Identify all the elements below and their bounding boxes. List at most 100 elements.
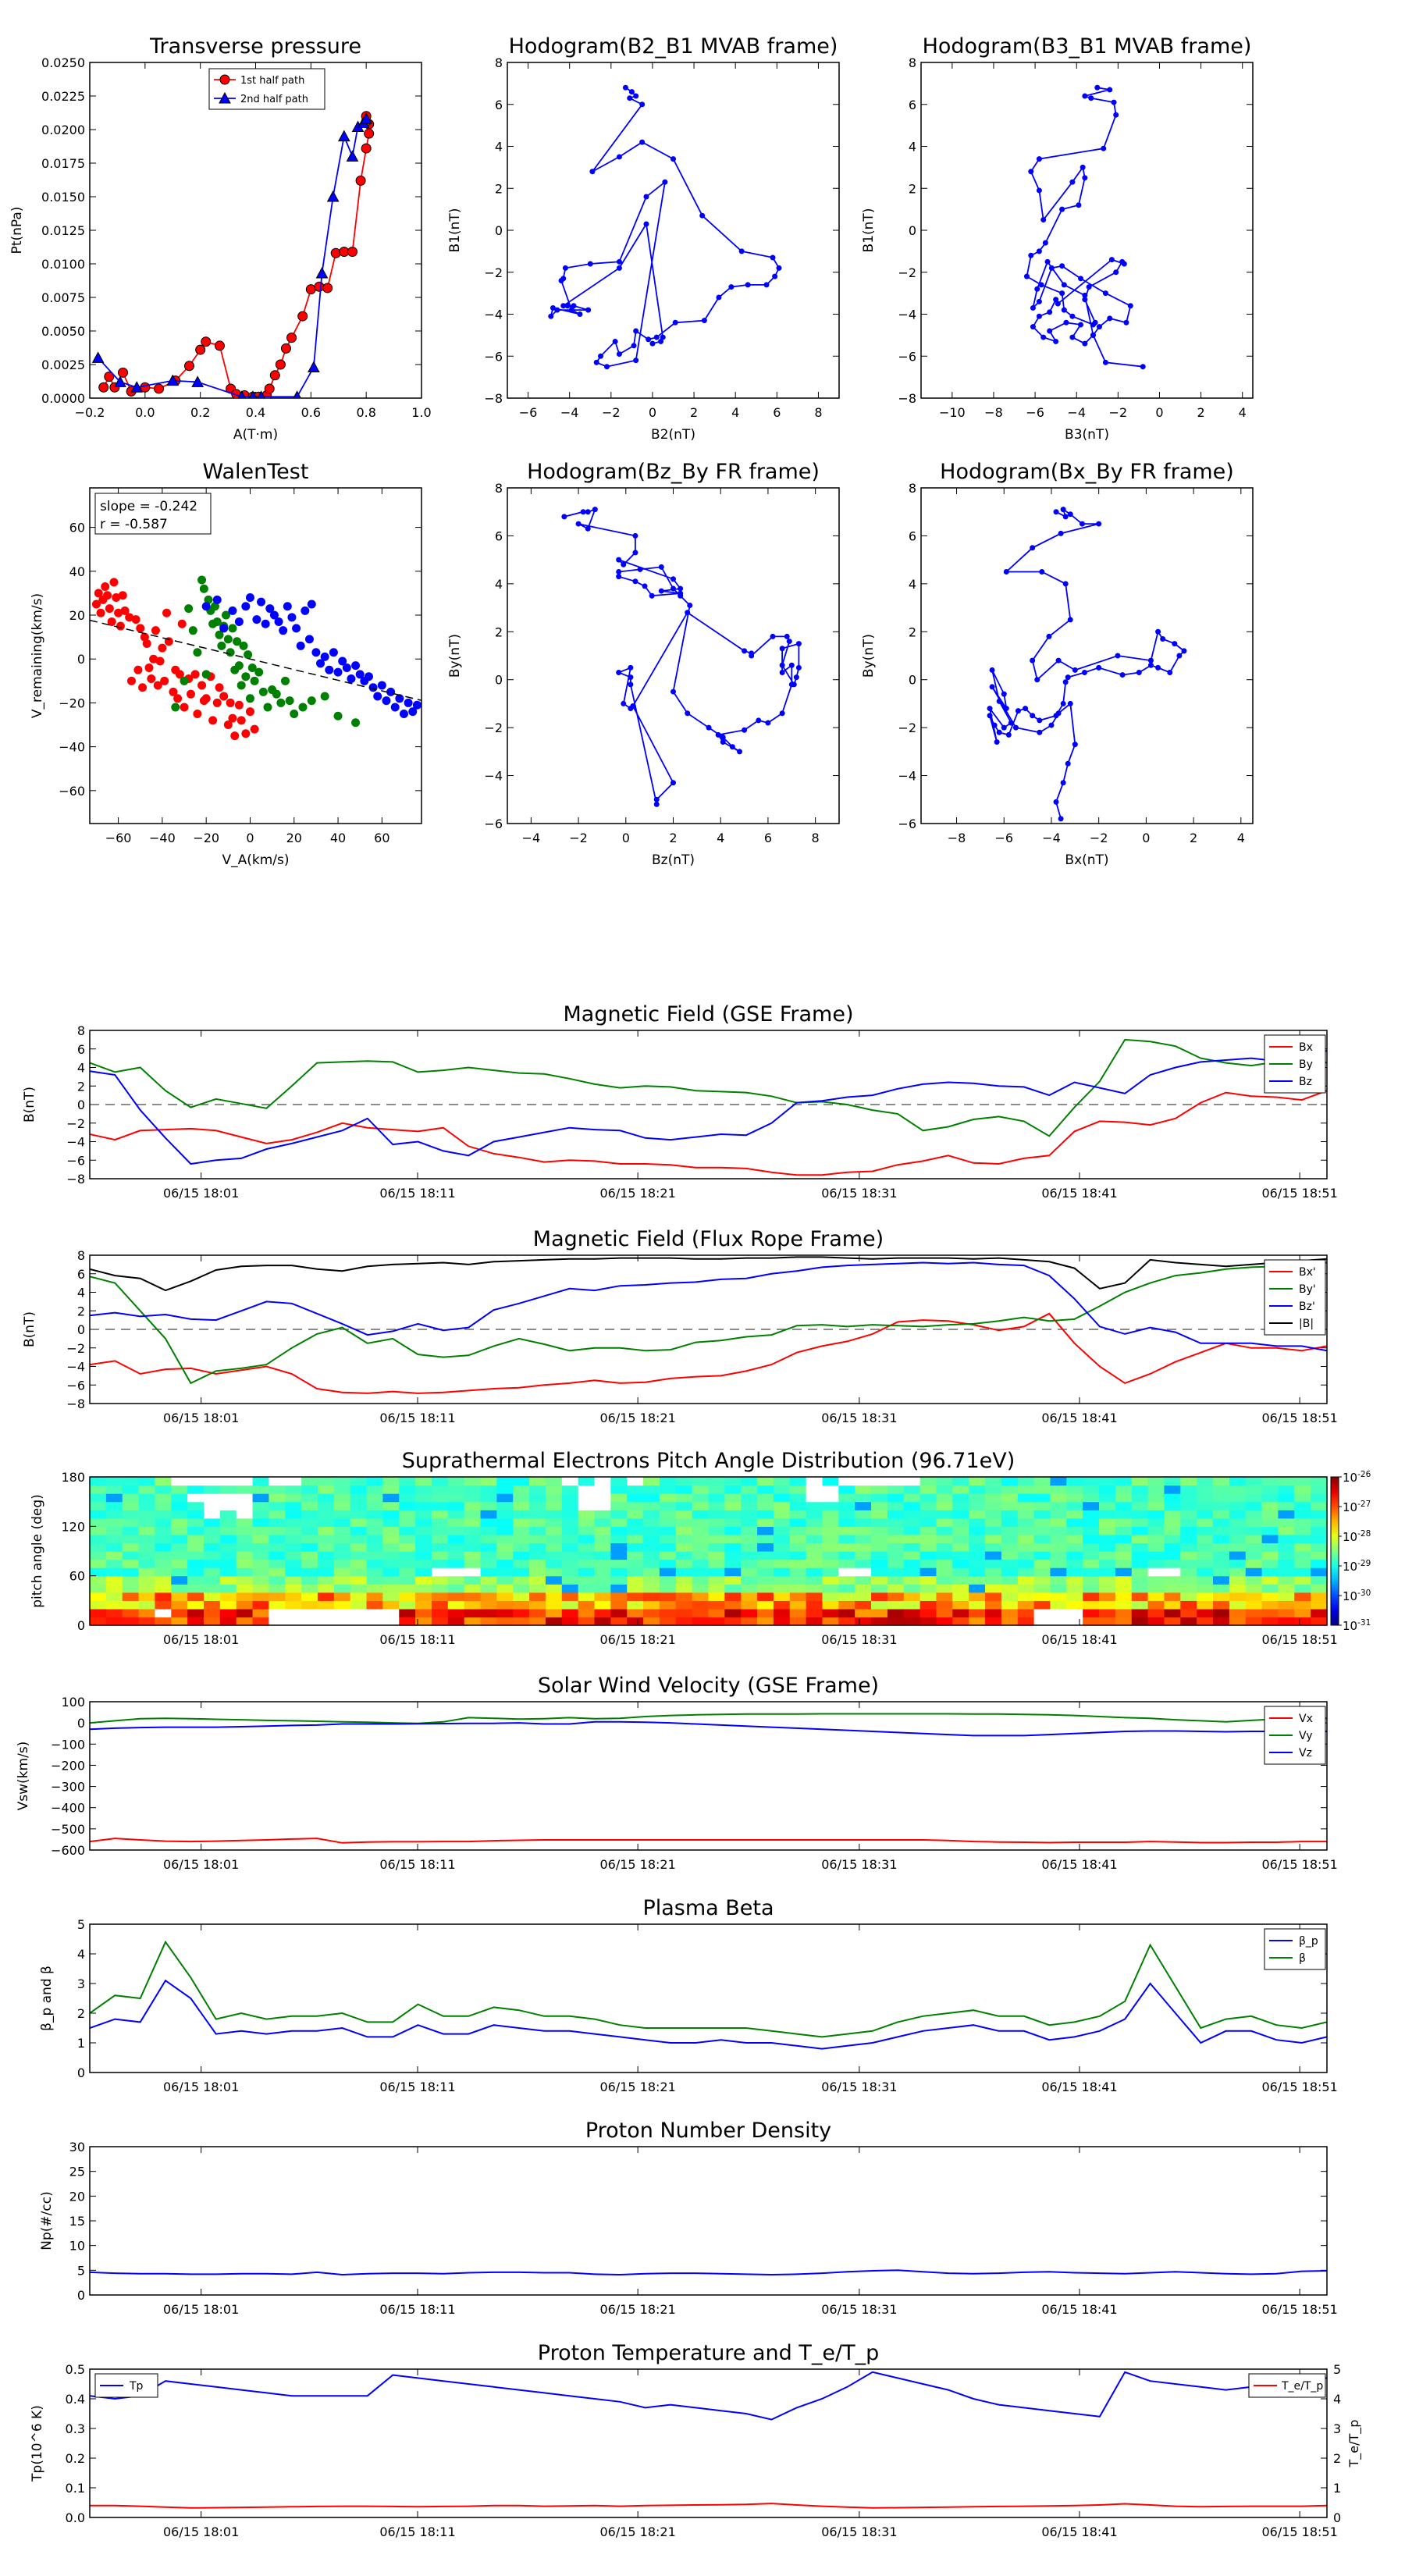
h1-xtick-label: 2 <box>690 405 698 420</box>
pad-cell <box>903 1551 921 1560</box>
pad-cell <box>806 1477 823 1486</box>
pad-cell <box>1197 1526 1214 1535</box>
pad-cell <box>219 1551 237 1560</box>
h2-point <box>1107 87 1113 93</box>
h3-xtick-label: 8 <box>812 831 820 845</box>
h4-point <box>989 684 995 690</box>
pad-xtick-label: 06/15 18:01 <box>163 1632 239 1647</box>
pad-cell <box>1001 1575 1019 1585</box>
pad-cell <box>122 1501 140 1510</box>
pad-cell <box>447 1559 465 1568</box>
pad-cell <box>675 1542 693 1552</box>
pad-cell <box>1017 1559 1035 1568</box>
walen-point <box>272 689 281 699</box>
pad-cell <box>333 1485 351 1494</box>
tpr-ytick-label: 0.2 <box>66 2451 85 2466</box>
fr-ytick-label: 2 <box>77 1304 85 1318</box>
tp-point <box>360 112 373 124</box>
pad-cell <box>1261 1477 1279 1486</box>
h3-ytick-label: 4 <box>495 577 503 592</box>
pad-cell <box>919 1592 937 1601</box>
mag-legend-label: Bx <box>1299 1041 1313 1054</box>
pad-cell <box>1066 1517 1083 1527</box>
walen-plot-area <box>90 575 422 741</box>
pad-cell <box>1294 1592 1311 1601</box>
pad-cell <box>285 1526 302 1535</box>
pad-cell <box>610 1493 628 1503</box>
pad-cell <box>252 1542 270 1552</box>
pad-cell <box>203 1477 221 1486</box>
pad-cell <box>1001 1517 1019 1527</box>
walen-ytick-label: 20 <box>69 608 85 623</box>
pad-cell <box>431 1584 449 1593</box>
pad-cell <box>1115 1517 1133 1527</box>
tp-point <box>293 390 301 398</box>
pad-cell <box>643 1477 660 1486</box>
pad-cell <box>757 1559 774 1568</box>
pad-cell <box>1115 1551 1133 1560</box>
pad-cell <box>578 1485 596 1494</box>
pad-cell <box>985 1608 1002 1618</box>
pad-cell <box>399 1485 416 1494</box>
h1-point <box>633 328 639 334</box>
pad-cell <box>887 1559 905 1568</box>
mag-ytick-label: 2 <box>77 1079 85 1094</box>
pad-cell <box>1033 1592 1051 1601</box>
h3-point <box>729 744 735 750</box>
pad-cell <box>219 1608 237 1618</box>
tpr-ytick-label: 0.4 <box>66 2392 85 2407</box>
tp-series-line <box>102 116 370 398</box>
pad-cell <box>1033 1542 1051 1552</box>
pad-cell <box>578 1493 596 1503</box>
h4-point <box>1030 713 1036 719</box>
pad-cell <box>561 1485 579 1494</box>
pad-cell <box>333 1534 351 1544</box>
walen-point <box>239 641 248 650</box>
walen-point <box>351 718 361 728</box>
tp-point <box>166 374 180 386</box>
pad-cell <box>399 1575 416 1585</box>
walen-point <box>287 613 297 622</box>
walen-point <box>223 720 233 730</box>
walen-point <box>247 663 257 672</box>
mag-series-bz <box>90 1050 1327 1165</box>
tp-ytick-label: 0.0000 <box>41 391 85 406</box>
tp-xtick-label: 0.4 <box>246 405 265 420</box>
walen-point <box>298 703 308 712</box>
h3-point <box>715 731 721 738</box>
pad-cell <box>382 1592 400 1601</box>
pad-cell <box>90 1542 107 1552</box>
pad-cell <box>333 1477 351 1486</box>
walen-point <box>96 608 105 617</box>
h2-point <box>1069 179 1076 185</box>
tp-point <box>201 336 212 347</box>
pad-cell <box>692 1592 710 1601</box>
h1-point <box>776 265 782 271</box>
pad-cell <box>203 1559 221 1568</box>
pad-cell <box>431 1600 449 1610</box>
pad-cell <box>789 1493 807 1503</box>
pad-cell <box>545 1510 563 1519</box>
h1-ytick-label: 6 <box>495 98 503 112</box>
h2-point <box>1061 307 1067 313</box>
h4-ytick-label: 2 <box>909 624 916 639</box>
pad-cell <box>1278 1542 1295 1552</box>
h4-point <box>1081 670 1087 675</box>
beta-xtick-label: 06/15 18:51 <box>1261 2080 1337 2094</box>
pad-cell <box>903 1534 921 1544</box>
tp-point <box>326 190 340 202</box>
walen-point <box>412 700 422 710</box>
pad-cell <box>1213 1517 1230 1527</box>
pad-cell <box>252 1592 270 1601</box>
pad-cell <box>1115 1501 1133 1510</box>
pad-cell <box>90 1575 107 1585</box>
pad-cell <box>1229 1501 1247 1510</box>
pad-cell <box>333 1526 351 1535</box>
tpr-ytick-right-label: 3 <box>1333 2421 1341 2436</box>
pad-cell <box>1050 1501 1067 1510</box>
pad-cell <box>464 1551 482 1560</box>
walen-point <box>219 624 229 633</box>
h1-point <box>589 169 596 175</box>
h3-point <box>788 662 795 668</box>
h4-point <box>1037 717 1043 724</box>
